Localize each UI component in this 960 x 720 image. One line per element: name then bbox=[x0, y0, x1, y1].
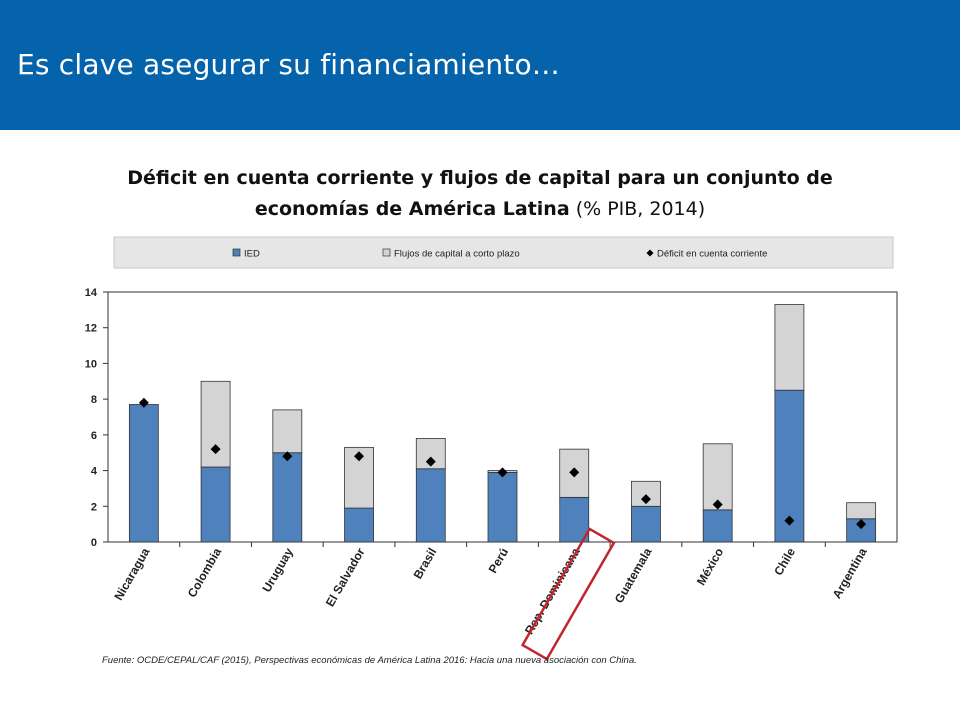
legend-swatch bbox=[382, 248, 391, 257]
highlight-box bbox=[520, 527, 616, 661]
bar-ied bbox=[559, 496, 590, 543]
deficit-marker bbox=[138, 397, 149, 408]
y-tick-label: 10 bbox=[85, 358, 97, 370]
y-tick-label: 2 bbox=[91, 501, 97, 513]
bar-ied bbox=[200, 466, 231, 543]
x-category-label: Chile bbox=[771, 545, 798, 578]
x-category-label: Uruguay bbox=[259, 545, 296, 594]
x-category-label: Brasil bbox=[411, 546, 440, 582]
deficit-marker bbox=[712, 499, 723, 510]
deficit-marker bbox=[425, 456, 436, 467]
y-tick-label: 0 bbox=[91, 537, 97, 549]
bar-short-term bbox=[774, 304, 805, 391]
x-category-label: Perú bbox=[486, 546, 511, 576]
x-category-label: Nicaragua bbox=[111, 545, 152, 603]
chart-title-text: Déficit en cuenta corriente y flujos de … bbox=[127, 167, 833, 220]
x-category-label: Argentina bbox=[830, 545, 870, 601]
deficit-marker bbox=[856, 519, 867, 530]
bar-short-term bbox=[846, 502, 877, 520]
chart-subtitle: (% PIB, 2014) bbox=[575, 198, 706, 220]
legend-swatch bbox=[232, 248, 241, 257]
chart-title: Déficit en cuenta corriente y flujos de … bbox=[80, 163, 880, 225]
y-tick-label: 8 bbox=[91, 394, 97, 406]
deficit-marker bbox=[210, 444, 221, 455]
slide-title: Es clave asegurar su financiamiento… bbox=[17, 48, 560, 81]
deficit-marker bbox=[640, 494, 651, 505]
deficit-marker bbox=[354, 451, 365, 462]
deficit-marker bbox=[569, 467, 580, 478]
legend-marker bbox=[646, 249, 654, 257]
legend-label: Déficit en cuenta corriente bbox=[657, 249, 767, 260]
x-category-label: México bbox=[694, 546, 726, 588]
x-category-label: El Salvador bbox=[323, 545, 368, 609]
legend-label: Flujos de capital a corto plazo bbox=[394, 249, 520, 260]
y-tick-label: 12 bbox=[85, 323, 97, 335]
bar-short-term bbox=[702, 443, 733, 511]
bar-ied bbox=[487, 471, 518, 543]
bar-short-term bbox=[559, 448, 590, 498]
bar-ied bbox=[415, 468, 446, 543]
legend-box bbox=[113, 236, 894, 269]
bar-ied bbox=[272, 452, 303, 543]
deficit-marker bbox=[497, 467, 508, 478]
bar-short-term bbox=[272, 409, 303, 454]
y-tick-label: 6 bbox=[91, 430, 97, 442]
bar-ied bbox=[631, 505, 661, 543]
legend-label: IED bbox=[244, 249, 260, 260]
bar-ied bbox=[702, 509, 733, 543]
source-note: Fuente: OCDE/CEPAL/CAF (2015), Perspecti… bbox=[102, 655, 637, 666]
y-tick-label: 4 bbox=[91, 466, 98, 478]
bar-ied bbox=[128, 404, 159, 543]
deficit-marker bbox=[282, 451, 293, 462]
header-bar: Es clave asegurar su financiamiento… bbox=[0, 0, 960, 130]
x-category-label: Guatemala bbox=[612, 545, 655, 605]
bar-ied bbox=[344, 507, 374, 543]
y-tick-label: 14 bbox=[85, 287, 98, 299]
deficit-marker bbox=[784, 515, 795, 526]
x-category-label: Colombia bbox=[185, 545, 225, 600]
